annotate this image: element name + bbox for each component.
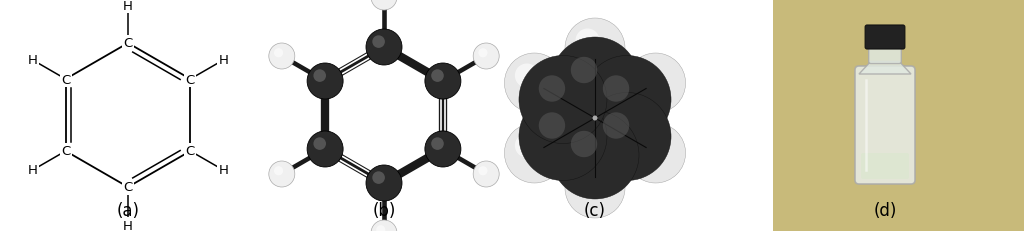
Circle shape [565,158,625,218]
Circle shape [515,134,539,158]
Circle shape [307,64,343,100]
Circle shape [478,167,487,176]
Bar [773,0,1024,231]
FancyBboxPatch shape [865,26,905,50]
Circle shape [570,131,597,158]
Text: C: C [123,181,133,194]
Text: C: C [123,37,133,50]
Circle shape [539,76,565,102]
Text: H: H [28,164,38,177]
Circle shape [603,113,629,139]
Circle shape [366,30,402,66]
Circle shape [371,220,397,231]
Polygon shape [859,62,911,75]
Circle shape [313,70,326,82]
Circle shape [371,0,397,11]
Circle shape [603,76,629,102]
Circle shape [373,172,385,184]
Text: H: H [28,54,38,67]
FancyBboxPatch shape [861,153,909,179]
Text: C: C [61,145,71,158]
Text: H: H [218,164,228,177]
Circle shape [376,225,385,231]
Circle shape [313,138,326,150]
Circle shape [473,161,499,187]
Circle shape [551,38,639,125]
Circle shape [593,116,597,121]
Circle shape [626,54,686,113]
Circle shape [575,29,599,53]
Circle shape [269,44,295,70]
FancyBboxPatch shape [855,67,915,184]
Circle shape [373,36,385,49]
Circle shape [636,134,660,158]
Circle shape [515,64,539,88]
Text: (a): (a) [117,201,139,219]
Text: C: C [61,73,71,86]
Circle shape [269,161,295,187]
Text: (b): (b) [373,201,395,219]
Text: H: H [218,54,228,67]
Circle shape [425,64,461,100]
Circle shape [505,123,564,183]
Circle shape [565,19,625,79]
Text: C: C [185,145,195,158]
Circle shape [626,123,686,183]
Circle shape [551,112,639,199]
Circle shape [473,44,499,70]
Circle shape [519,56,607,144]
Circle shape [539,113,565,139]
Circle shape [307,131,343,167]
Text: H: H [123,0,133,12]
FancyBboxPatch shape [868,43,901,64]
Circle shape [425,131,461,167]
Circle shape [366,165,402,201]
Text: (c): (c) [584,201,606,219]
Circle shape [575,169,599,193]
Circle shape [478,49,487,58]
Text: (d): (d) [873,201,897,219]
Text: H: H [123,219,133,231]
Text: C: C [185,73,195,86]
Circle shape [431,70,443,82]
Circle shape [505,54,564,113]
Circle shape [274,49,283,58]
Circle shape [519,93,607,181]
Circle shape [583,93,671,181]
Circle shape [274,167,283,176]
Circle shape [431,138,443,150]
Circle shape [570,58,597,84]
Circle shape [636,64,660,88]
Circle shape [583,56,671,144]
